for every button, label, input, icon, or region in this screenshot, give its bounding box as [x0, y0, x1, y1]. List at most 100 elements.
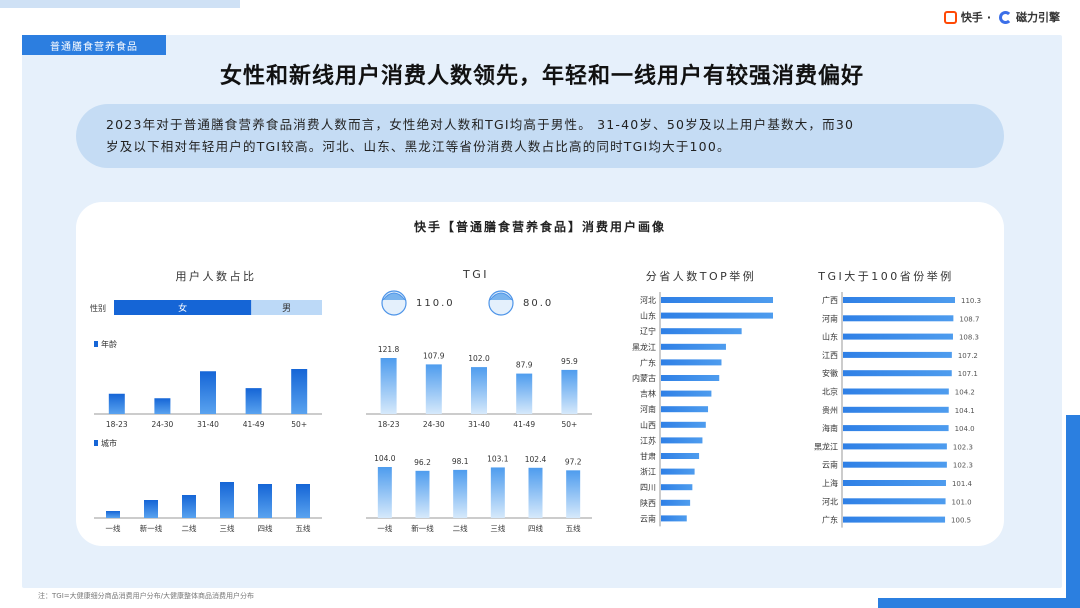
- province_top-tick-1: 山东: [640, 311, 656, 321]
- age_share-legend: 年龄: [101, 339, 117, 349]
- province_top-tick-4: 广东: [640, 357, 656, 367]
- province_top-tick-14: 云南: [640, 513, 656, 523]
- city_tgi-tick-2: 二线: [453, 523, 468, 533]
- city_share-tick-4: 四线: [258, 523, 273, 533]
- province_tgi-bar-4: [843, 370, 952, 377]
- province_top-tick-6: 吉林: [640, 389, 656, 399]
- province_tgi-value-0: 110.3: [961, 297, 981, 305]
- top-decoration-bar: [0, 0, 240, 8]
- province_tgi-value-2: 108.3: [959, 334, 979, 342]
- province_tgi-value-1: 108.7: [959, 315, 979, 323]
- province_top-bar-10: [661, 453, 700, 459]
- province_top-tick-13: 陕西: [640, 498, 656, 508]
- city_share-bar-3: [220, 482, 234, 518]
- province_tgi-tick-5: 北京: [822, 387, 838, 397]
- right-decoration-bar: [1066, 415, 1080, 608]
- province_top-bar-4: [661, 359, 722, 366]
- gender-tgi-value-1: 80.0: [523, 298, 553, 309]
- age_tgi-tick-2: 31-40: [468, 420, 490, 429]
- age_tgi-bar-4: [561, 369, 578, 414]
- age_share-bar-3: [245, 388, 262, 414]
- age_tgi-bar-3: [516, 373, 533, 414]
- province-tgi-chart: 广西 110.3 河南 108.7 山东 108.3 江西 107.2 安徽 107.1 北京 104…: [814, 292, 981, 528]
- province_tgi-tick-11: 河北: [822, 496, 838, 506]
- age_share-bar-0: [108, 393, 125, 414]
- portrait-card: 快手【普通膳食营养食品】消费用户画像 用户人数占比 TGI 分省人数TOP举例 …: [76, 202, 1004, 546]
- province_tgi-bar-1: [843, 315, 954, 322]
- footnote: 注：TGI=大健康细分商品消费用户分布/大健康整体商品消费用户分布: [38, 592, 254, 600]
- brand-kuaishou: 快手: [960, 11, 983, 24]
- province_tgi-bar-12: [843, 516, 946, 523]
- cili-logo-icon: [999, 10, 1012, 24]
- city_share-legend: 城市: [101, 438, 117, 448]
- province_tgi-tick-6: 贵州: [822, 405, 838, 415]
- city_share-bar-5: [296, 484, 310, 518]
- kuaishou-logo-icon: [943, 10, 957, 24]
- province_top-bar-13: [661, 499, 691, 506]
- age_share-bar-4: [291, 369, 308, 414]
- gender-share-chart: 性别 女 男: [90, 300, 322, 315]
- province_top-bar-3: [661, 343, 726, 350]
- age_tgi-tick-0: 18-23: [378, 420, 400, 429]
- age_share-tick-2: 31-40: [197, 420, 219, 429]
- province_top-tick-7: 河南: [640, 404, 656, 414]
- city_tgi-bar-5: [566, 470, 581, 518]
- summary-line-1: 2023年对于普通膳食营养食品消费人数而言，女性绝对人数和TGI均高于男性。 3…: [106, 117, 855, 132]
- province_tgi-tick-9: 云南: [822, 460, 838, 470]
- page-title: 女性和新线用户消费人数领先，年轻和一线用户有较强消费偏好: [219, 64, 864, 89]
- category-tag: 普通膳食营养食品: [22, 35, 166, 55]
- city_tgi-bar-1: [415, 470, 430, 518]
- province_tgi-bar-7: [843, 425, 949, 432]
- age_tgi-value-3: 87.9: [516, 361, 533, 370]
- gender-bar-0: [114, 300, 252, 315]
- city_tgi-bar-4: [528, 467, 543, 518]
- summary-box: 2023年对于普通膳食营养食品消费人数而言，女性绝对人数和TGI均高于男性。 3…: [76, 104, 1004, 168]
- province_top-tick-10: 甘肃: [640, 451, 656, 461]
- male-face-icon-hair: [489, 292, 513, 301]
- city_share-bar-2: [182, 495, 196, 518]
- province_tgi-tick-3: 江西: [822, 351, 838, 360]
- province_top-bar-8: [661, 421, 706, 428]
- province_tgi-value-12: 100.5: [951, 517, 971, 525]
- province_tgi-value-8: 102.3: [953, 443, 973, 451]
- age_share-tick-0: 18-23: [106, 420, 128, 429]
- age-tgi-chart: 18-23 121.8 24-30 107.9 31-40 102.0 41-49 87.9 5…: [366, 345, 592, 429]
- age_tgi-tick-3: 41-49: [513, 420, 535, 429]
- section-title-tgi-provinces: TGI大于100省份举例: [818, 270, 954, 283]
- age_tgi-bar-1: [425, 364, 442, 414]
- province_tgi-bar-2: [843, 333, 953, 340]
- age_tgi-value-1: 107.9: [423, 351, 445, 360]
- province_tgi-tick-12: 广东: [822, 515, 838, 525]
- province_tgi-bar-5: [843, 388, 949, 395]
- age_share-tick-3: 41-49: [243, 420, 265, 429]
- province_tgi-tick-10: 上海: [822, 478, 838, 488]
- city_share-tick-1: 新一线: [140, 523, 163, 533]
- city_share-tick-0: 一线: [106, 523, 121, 533]
- province_tgi-bar-9: [843, 461, 947, 468]
- gender-bar-label-0: 女: [178, 302, 187, 314]
- age_tgi-value-4: 95.9: [561, 357, 578, 366]
- province_tgi-tick-0: 广西: [822, 295, 838, 305]
- city_tgi-value-5: 97.2: [565, 457, 582, 466]
- summary-line-2: 岁及以下相对年轻用户的TGI较高。河北、山东、黑龙江等省份消费人数占比高的同时T…: [106, 139, 731, 154]
- gender-tgi-value-0: 110.0: [416, 298, 455, 309]
- province_tgi-bar-8: [843, 443, 947, 450]
- province_top-bar-5: [661, 375, 720, 381]
- city_tgi-bar-3: [490, 467, 505, 518]
- province_top-bar-6: [661, 390, 712, 397]
- province_top-tick-8: 山西: [640, 420, 656, 430]
- gender-tgi-chart: 110.0 80.0: [381, 290, 553, 316]
- province_tgi-tick-1: 河南: [822, 313, 838, 323]
- province_tgi-bar-11: [843, 498, 946, 505]
- province_top-tick-3: 黑龙江: [632, 342, 656, 352]
- province_tgi-value-5: 104.2: [955, 389, 975, 397]
- province_top-bar-1: [661, 312, 773, 319]
- gender-bar-1: [251, 300, 322, 315]
- age_tgi-value-2: 102.0: [468, 354, 490, 363]
- province_tgi-value-6: 104.1: [955, 407, 975, 415]
- bottom-decoration-bar: [878, 598, 1080, 608]
- city_tgi-value-0: 104.0: [374, 454, 396, 463]
- province_top-bar-12: [661, 484, 693, 491]
